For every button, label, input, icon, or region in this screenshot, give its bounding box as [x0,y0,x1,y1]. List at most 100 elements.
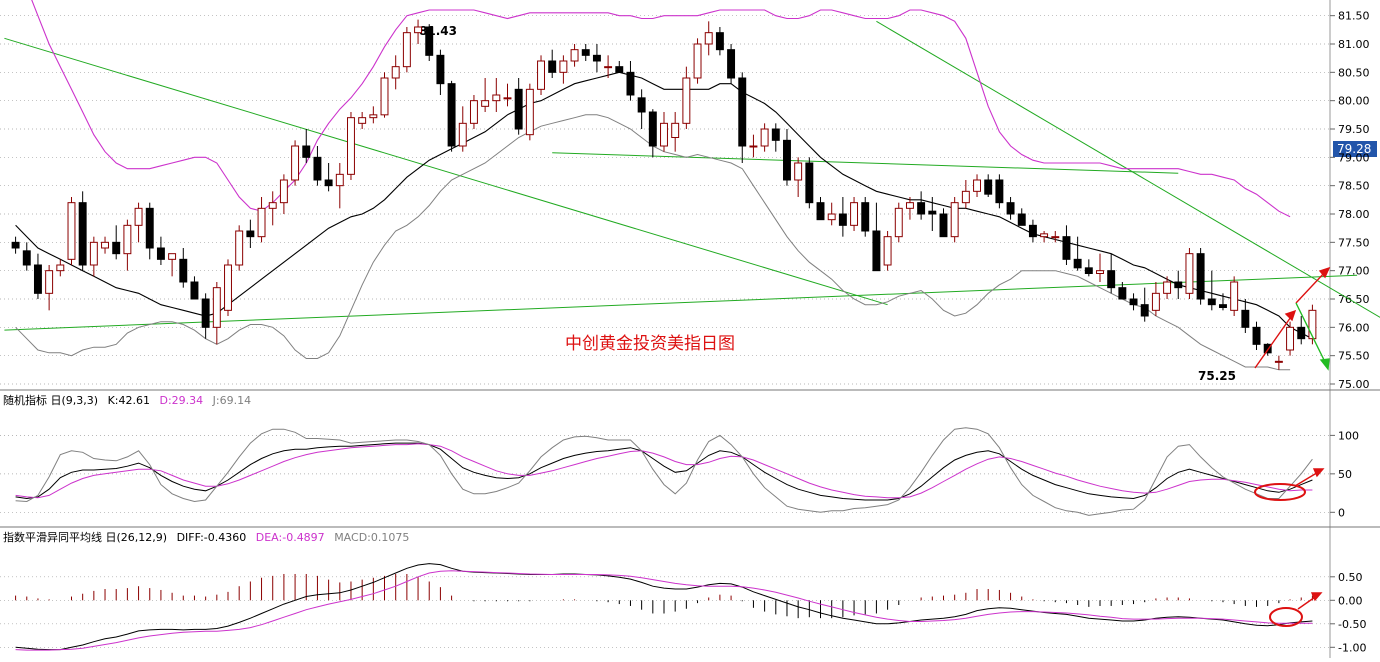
candle-body [592,54,601,62]
price-tick-label: 77.00 [1338,265,1370,278]
candle-body [905,202,914,209]
kdj-j-line [15,427,1313,516]
price-tick-label: 79.00 [1338,151,1370,164]
trendline-down-1 [4,37,888,306]
candle-body [1151,292,1160,311]
candle-body [973,179,981,192]
annotations [1254,266,1331,627]
price-tick-label: 78.00 [1338,208,1370,221]
candle-body [827,213,836,221]
candle-body [156,247,165,260]
macd-header: 指数平滑异同平均线 日(26,12,9) DIFF:-0.4360 DEA:-0… [3,530,409,544]
candle-body [961,190,970,204]
trendline-support [4,274,1358,331]
macd-tick-label: -1.00 [1338,641,1366,654]
candle-body [347,117,355,175]
candle-body [291,145,300,181]
trendline-down-2 [876,20,1380,318]
candle-body [1230,281,1239,311]
kdj-title: 随机指标 日(9,3,3) [3,393,98,407]
candle-body [872,230,881,272]
candle-body [179,258,188,283]
macd-tick-label: 0.50 [1338,571,1363,584]
candle-body [1241,309,1250,328]
candle-body [67,202,76,260]
candle-body [1140,304,1149,317]
macd-dea-line [15,570,1313,651]
candle-body [838,213,847,226]
price-tick-label: 75.50 [1338,350,1370,363]
kdj-header: 随机指标 日(9,3,3) K:42.61 D:29.34 J:69.14 [3,393,251,407]
candle-body [1185,253,1194,294]
kdj-k-line [15,442,1313,501]
kdj-k-label: K:42.61 [108,394,150,407]
candle-body [771,128,780,141]
red-arrowhead-1 [1318,266,1331,279]
candle-body [123,224,132,255]
candle-body [537,60,545,90]
candle-body [559,60,568,73]
candle-body [760,128,769,147]
red-arrowhead-macd [1310,592,1323,602]
candle-body [1073,258,1082,269]
candle-body [414,26,423,34]
candle-body [33,264,42,294]
candle-body [145,207,154,249]
candle-body [648,111,657,147]
candle-body [1219,304,1227,308]
red-arrowhead-kdj [1312,468,1325,478]
price-tag: 79.28 [1337,142,1371,156]
candle-body [715,32,724,51]
candle-body [402,32,411,68]
candle-body [1084,267,1093,275]
kdj-d-line [15,443,1313,499]
candle-body [447,83,456,147]
candle-body [11,241,20,249]
price-tick-label: 81.00 [1338,38,1370,51]
candle-body [581,49,590,56]
candle-body [615,66,624,73]
bollinger-upper-line [31,0,1291,218]
candle-body [212,287,221,328]
candle-body [1274,360,1283,363]
candle-body [436,54,445,85]
price-tick-label: 79.50 [1338,123,1370,136]
candle-body [850,202,859,226]
red-circle-macd [1269,607,1303,627]
candle-body [1040,233,1049,238]
price-tick-label: 75.00 [1338,378,1370,391]
candle-body [749,145,758,148]
candle-body [626,71,635,96]
price-tick-label: 76.50 [1338,293,1370,306]
kdj-tick-label: 50 [1338,468,1352,481]
high-price-label: 81.43 [419,24,457,38]
candle-body [492,94,501,102]
price-tick-label: 78.50 [1338,180,1370,193]
kdj-j-label: J:69.14 [212,394,251,407]
candle-body [1286,326,1295,351]
green-arrowhead [1319,358,1330,371]
macd-dea-label: DEA:-0.4897 [256,531,325,544]
candle-body [1263,343,1272,354]
candle-body [1174,281,1183,289]
candle-body [805,162,814,204]
red-circle-kdj [1254,483,1306,501]
candle-body [1017,213,1026,226]
candle-body [369,114,378,119]
candle-body [1107,270,1116,289]
candle-body [939,213,948,238]
candle-body [1308,309,1317,340]
candle-body [928,210,937,215]
candle-body [514,88,523,130]
candle-body [1118,287,1127,300]
kdj-tick-label: 100 [1338,429,1359,442]
candle-body [637,97,646,113]
macd-diff-label: DIFF:-0.4360 [177,531,247,544]
candle-body [704,32,713,45]
candle-body [1207,298,1216,306]
candle-body [358,117,367,124]
candle-body [279,179,288,204]
candle-body [794,162,803,181]
candle-body [660,122,668,147]
